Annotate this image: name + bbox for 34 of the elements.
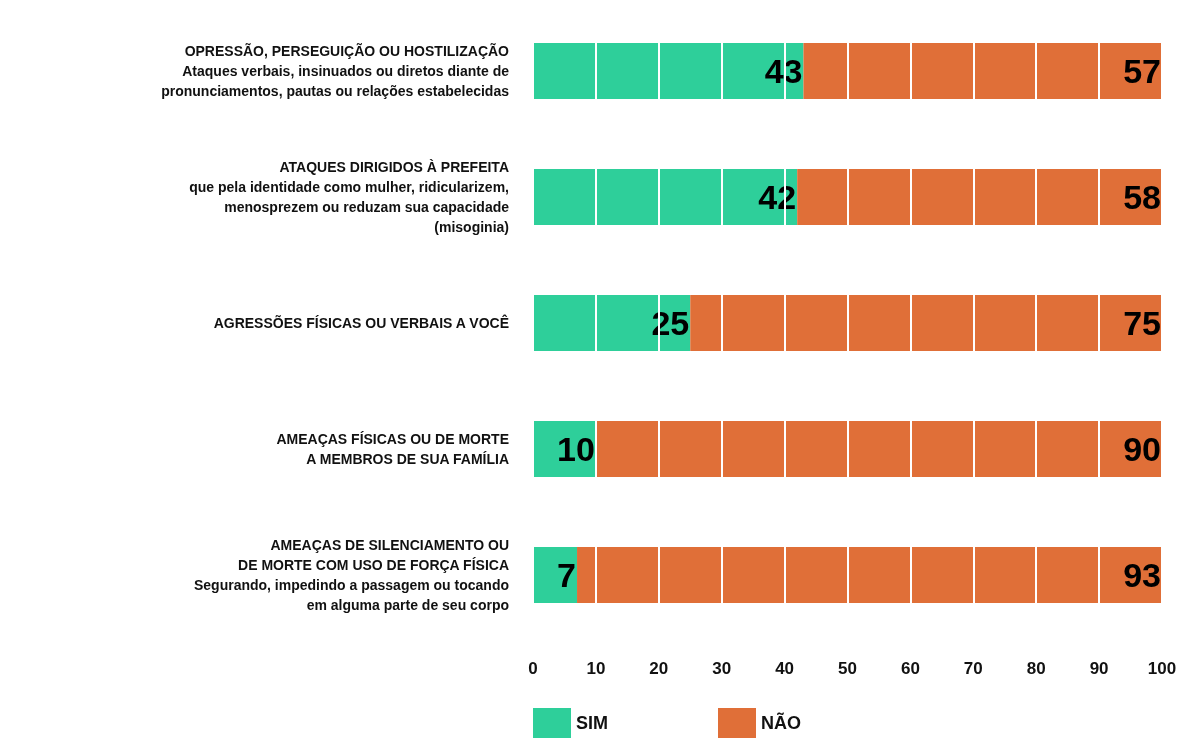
x-tick-label: 70	[963, 659, 983, 678]
x-tick-label: 50	[838, 659, 857, 678]
y-tick-label: AMEAÇAS FÍSICAS OU DE MORTE A MEMBROS DE SUA FAMÍLIA	[276, 431, 509, 467]
y-tick-label: ATAQUES DIRIGIDOS À PREFEITA que pela identidade como mulher, ridicularizem, menosprezem ou reduzam sua capacidade (misoginia)	[189, 159, 510, 235]
data-label: 58	[1123, 178, 1161, 216]
data-label: 93	[1123, 556, 1161, 594]
legend-label: SIM	[576, 713, 609, 733]
data-label: 7	[557, 556, 577, 594]
legend-label: NÃO	[761, 712, 801, 733]
x-tick-label: 100	[1147, 659, 1177, 678]
data-label: 10	[557, 430, 595, 468]
y-tick-label: AMEAÇAS DE SILENCIAMENTO OU DE MORTE COM USO DE FORÇA FÍSICA Segurando, impedindo a passagem ou tocando em alguma parte de seu corpo	[193, 537, 509, 613]
x-tick-label: 80	[1026, 659, 1046, 678]
x-tick-label: 20	[649, 659, 669, 678]
bar	[533, 295, 691, 351]
x-tick-label: 60	[900, 659, 920, 678]
bar	[803, 43, 1162, 99]
x-tick-label: 40	[775, 659, 795, 678]
bar	[595, 421, 1162, 477]
bar	[533, 547, 578, 603]
x-tick-label: 90	[1089, 659, 1109, 678]
bar	[533, 43, 804, 99]
bar	[533, 169, 798, 225]
y-tick-label: AGRESSÕES FÍSICAS OU VERBAIS A VOCÊ	[213, 314, 509, 331]
x-tick-label: 10	[586, 659, 606, 678]
data-label: 75	[1123, 304, 1161, 342]
data-label: 90	[1123, 430, 1161, 468]
y-tick-label: OPRESSÃO, PERSEGUIÇÃO OU HOSTILIZAÇÃO Ataques verbais, insinuados ou diretos diante de pronunciamentos, pautas ou relações estabelecidas	[161, 42, 510, 99]
x-tick-label: 0	[528, 659, 538, 678]
data-label: 57	[1123, 52, 1161, 90]
bar	[690, 295, 1162, 351]
bar	[577, 547, 1162, 603]
bar	[797, 169, 1162, 225]
x-tick-label: 30	[712, 659, 732, 678]
